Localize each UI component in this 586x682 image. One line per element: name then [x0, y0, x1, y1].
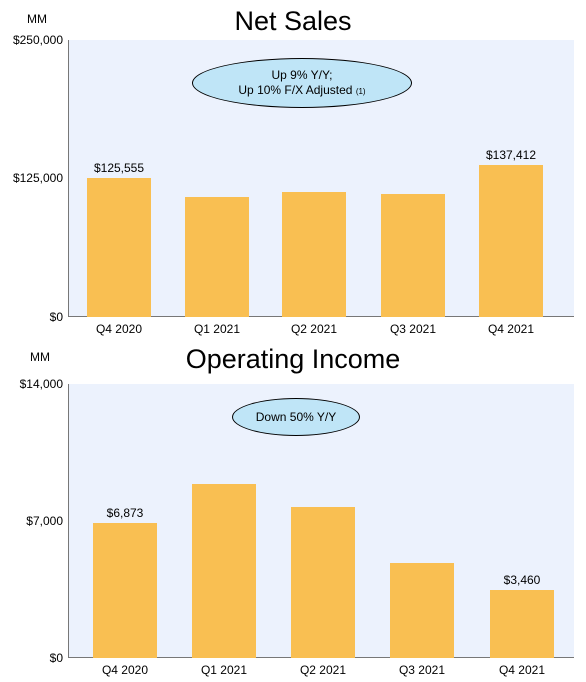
bar: [93, 523, 157, 658]
bar: [282, 191, 346, 317]
x-tick-label: Q4 2021: [487, 322, 535, 336]
footnote-marker: (1): [355, 86, 366, 96]
y-tick-label: $0: [49, 651, 63, 665]
x-tick-label: Q3 2021: [398, 663, 446, 677]
operating-income-chart: MM Operating Income $14,000 $7,000 $0 Do…: [0, 340, 586, 682]
callout-line: Down 50% Y/Y: [255, 409, 337, 424]
data-label: $6,873: [106, 506, 144, 521]
x-tick-label: Q4 2020: [95, 322, 143, 336]
y-tick-label: $7,000: [26, 514, 63, 528]
bar: [490, 590, 554, 658]
growth-callout: Up 9% Y/Y; Up 10% F/X Adjusted (1): [192, 58, 412, 108]
x-tick-label: Q1 2021: [193, 322, 241, 336]
callout-line: Up 10% F/X Adjusted: [238, 82, 353, 97]
y-tick-label: $0: [49, 310, 63, 324]
x-tick-label: Q1 2021: [200, 663, 248, 677]
chart-title: Net Sales: [234, 6, 352, 36]
y-unit-label: MM: [30, 350, 50, 364]
data-label: $137,412: [485, 147, 537, 162]
net-sales-chart: MM Net Sales $250,000 $125,000 $0 Up 9% …: [0, 0, 586, 340]
bar: [192, 484, 256, 658]
bar: [87, 177, 151, 317]
bar: [291, 507, 355, 658]
bar: [390, 563, 454, 658]
x-tick-label: Q2 2021: [299, 663, 347, 677]
x-tick-label: Q2 2021: [290, 322, 338, 336]
x-tick-label: Q3 2021: [389, 322, 437, 336]
y-tick-label: $14,000: [19, 377, 63, 391]
x-tick-label: Q4 2021: [498, 663, 546, 677]
chart-title: Operating Income: [185, 344, 401, 374]
y-unit-label: MM: [27, 12, 47, 26]
callout-line: Up 9% Y/Y;: [271, 67, 333, 82]
bar: [381, 194, 445, 317]
y-tick-label: $250,000: [12, 33, 63, 47]
data-label: $125,555: [93, 160, 145, 175]
x-tick-label: Q4 2020: [101, 663, 149, 677]
bar: [185, 196, 249, 317]
y-tick-label: $125,000: [12, 171, 63, 185]
data-label: $3,460: [503, 573, 541, 588]
bar: [479, 164, 543, 317]
growth-callout: Down 50% Y/Y: [232, 398, 360, 436]
